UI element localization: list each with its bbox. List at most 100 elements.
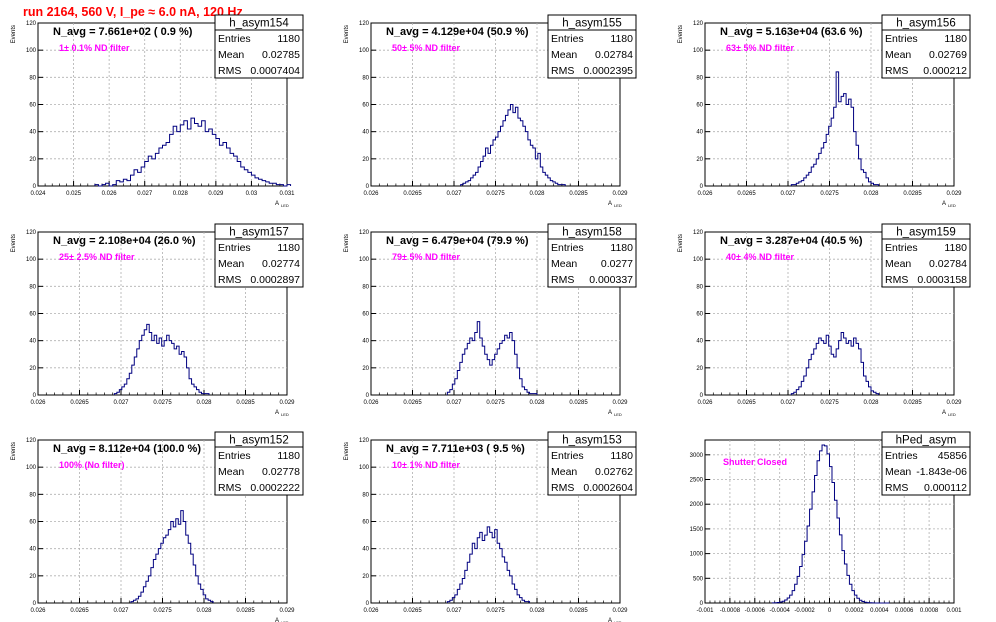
stats-entries-value: 1180	[944, 33, 967, 45]
stats-mean-label: Mean	[218, 466, 244, 478]
stats-mean-label: Mean	[885, 258, 911, 270]
x-tick-label: 0.028	[863, 191, 879, 197]
x-tick-label: 0.028	[529, 191, 545, 197]
x-tick-label: 0.0285	[569, 191, 588, 197]
x-tick-label: 0.001	[946, 608, 962, 614]
x-tick-label: 0.027	[780, 191, 796, 197]
x-tick-label: 0.0275	[153, 400, 172, 406]
x-tick-label: 0.026	[363, 191, 379, 197]
y-tick-label: 20	[696, 366, 703, 372]
y-tick-label: 20	[362, 366, 369, 372]
y-tick-label: 40	[29, 339, 36, 345]
navg-label: N_avg = 6.479e+04 (79.9 %)	[386, 235, 529, 247]
x-tick-label: 0.028	[529, 608, 545, 614]
stats-mean-label: Mean	[218, 49, 244, 61]
x-tick-label: 0.028	[529, 400, 545, 406]
x-tick-label: 0.027	[137, 191, 153, 197]
x-tick-label: 0.026	[697, 400, 713, 406]
stats-box	[547, 238, 637, 288]
y-tick-label: 80	[29, 492, 36, 498]
y-tick-label: 1500	[690, 527, 704, 533]
x-tick-label: 0.0275	[486, 400, 505, 406]
histogram-bins-hPed_asym	[771, 444, 890, 604]
stats-box	[547, 446, 637, 496]
x-tick-label: 0.0285	[903, 191, 922, 197]
filter-annotation: 50± 5% ND filter	[392, 43, 460, 53]
stats-mean-value: 0.02784	[595, 49, 633, 61]
x-tick-label: 0.026	[30, 608, 46, 614]
y-tick-label: 40	[362, 547, 369, 553]
stats-entries-label: Entries	[885, 450, 918, 462]
x-tick-label: 0.029	[946, 191, 962, 197]
histogram-panel-h_asym157: 0.026 0.0265 0.027 0.0275 0.028 0.0285 0.029 0 2…	[11, 223, 304, 417]
y-tick-label: 40	[362, 339, 369, 345]
y-tick-label: 0	[366, 601, 370, 607]
y-tick-label: 80	[362, 75, 369, 81]
filter-annotation: 100% (No filter)	[59, 460, 125, 470]
x-tick-label: 0.027	[446, 191, 462, 197]
x-axis-label-subscript: LED	[948, 203, 956, 208]
histogram-name: h_asym157	[229, 227, 288, 239]
stats-mean-label: Mean	[885, 49, 911, 61]
x-tick-label: 0.026	[102, 191, 118, 197]
stats-mean-label: Mean	[551, 258, 577, 270]
x-axis-label-subscript: LED	[948, 412, 956, 417]
stats-rms-value: 0.0002897	[250, 274, 300, 286]
histogram-name: hPed_asym	[896, 435, 957, 447]
histogram-panel-h_asym152: 0.026 0.0265 0.027 0.0275 0.028 0.0285 0.029 0 2…	[11, 431, 304, 622]
x-axis-label-subscript: LED	[614, 412, 622, 417]
y-axis-label: Events	[344, 442, 350, 460]
x-tick-label: 0.026	[697, 191, 713, 197]
x-axis-label-subscript: LED	[281, 203, 289, 208]
x-tick-label: 0.028	[196, 608, 212, 614]
stats-box	[214, 29, 304, 79]
y-tick-label: 60	[696, 103, 703, 109]
stats-entries-value: 1180	[277, 33, 300, 45]
x-tick-label: 0.024	[30, 191, 46, 197]
x-tick-label: -0.0004	[770, 608, 791, 614]
stats-entries-label: Entries	[551, 450, 584, 462]
histogram-panel-h_asym156: 0.026 0.0265 0.027 0.0275 0.028 0.0285 0.029 0 2…	[678, 14, 971, 208]
x-tick-label: 0.0265	[737, 191, 756, 197]
x-tick-label: 0.031	[279, 191, 295, 197]
stats-box	[881, 446, 971, 496]
stats-rms-label: RMS	[885, 482, 908, 494]
x-tick-label: 0.0265	[70, 608, 89, 614]
x-tick-label: 0.029	[612, 608, 628, 614]
histogram-panel-h_asym158: 0.026 0.0265 0.027 0.0275 0.028 0.0285 0.029 0 2…	[344, 223, 637, 417]
x-tick-label: 0.029	[612, 191, 628, 197]
y-tick-label: 60	[696, 312, 703, 318]
y-tick-label: 80	[696, 284, 703, 290]
x-tick-label: 0.029	[946, 400, 962, 406]
x-axis-label: A	[608, 201, 612, 207]
y-tick-label: 40	[696, 130, 703, 136]
y-axis-label: Events	[678, 25, 684, 43]
y-tick-label: 100	[26, 48, 37, 54]
stats-entries-label: Entries	[218, 33, 251, 45]
x-axis-label: A	[942, 410, 946, 416]
y-tick-label: 1000	[690, 552, 704, 558]
y-tick-label: 20	[696, 157, 703, 163]
navg-label: N_avg = 7.711e+03 ( 9.5 %)	[386, 443, 525, 455]
x-tick-label: -0.001	[696, 608, 714, 614]
histogram-panels: 0.024 0.025 0.026 0.027 0.028 0.029 0.03 0.031 0…	[11, 14, 971, 622]
histogram-name: h_asym152	[229, 435, 288, 447]
x-tick-label: 0.028	[196, 400, 212, 406]
y-tick-label: 60	[362, 103, 369, 109]
stats-mean-label: Mean	[218, 258, 244, 270]
stats-rms-value: 0.0003158	[917, 274, 967, 286]
stats-mean-label: Mean	[551, 466, 577, 478]
y-tick-label: 120	[359, 438, 370, 444]
histogram-panel-h_asym154: 0.024 0.025 0.026 0.027 0.028 0.029 0.03 0.031 0…	[11, 14, 304, 208]
stats-mean-value: -1.843e-06	[916, 466, 967, 478]
x-axis-label: A	[608, 618, 612, 622]
y-tick-label: 0	[33, 601, 37, 607]
stats-box	[881, 238, 971, 288]
histogram-panel-h_asym159: 0.026 0.0265 0.027 0.0275 0.028 0.0285 0.029 0 2…	[678, 223, 971, 417]
y-tick-label: 120	[359, 230, 370, 236]
histogram-bins-h_asym158	[446, 321, 538, 395]
x-tick-label: 0.027	[780, 400, 796, 406]
x-tick-label: 0.0285	[903, 400, 922, 406]
stats-entries-label: Entries	[551, 242, 584, 254]
